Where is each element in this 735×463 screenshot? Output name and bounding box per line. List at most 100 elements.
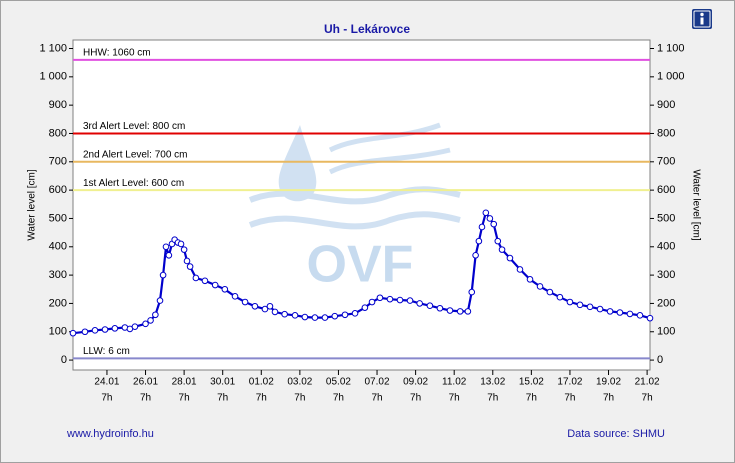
data-point xyxy=(266,302,274,310)
data-point xyxy=(301,313,309,321)
data-point xyxy=(231,293,239,300)
x-tick-hour: 7h xyxy=(140,393,151,404)
y2-tick-label: 800 xyxy=(657,127,675,139)
y2-tick-label: 500 xyxy=(657,212,675,224)
x-tick-label: 19.02 xyxy=(596,377,621,388)
footer-link[interactable]: www.hydroinfo.hu xyxy=(66,428,154,440)
x-tick-label: 17.02 xyxy=(557,377,582,388)
y-tick-label: 500 xyxy=(49,212,67,224)
data-point xyxy=(486,215,494,222)
x-tick-label: 28.01 xyxy=(172,377,197,388)
x-tick-label: 21.02 xyxy=(635,377,660,388)
y2-tick-label: 400 xyxy=(657,241,675,253)
y2-tick-label: 1 100 xyxy=(657,42,685,54)
data-point xyxy=(646,314,654,322)
data-point xyxy=(180,246,188,253)
y-tick-label: 1 000 xyxy=(39,71,67,83)
x-tick-label: 15.02 xyxy=(519,377,544,388)
x-tick-hour: 7h xyxy=(256,393,267,404)
data-point xyxy=(536,283,544,290)
data-point xyxy=(464,308,472,315)
data-point xyxy=(331,312,339,320)
data-point xyxy=(406,297,414,304)
data-point xyxy=(566,298,574,306)
data-point xyxy=(192,274,200,282)
y2-tick-label: 100 xyxy=(657,326,675,338)
x-tick-hour: 7h xyxy=(101,393,112,404)
x-tick-label: 30.01 xyxy=(210,377,235,388)
x-tick-hour: 7h xyxy=(179,393,190,404)
y-tick-label: 800 xyxy=(49,127,67,139)
data-point xyxy=(468,288,476,296)
plot-area xyxy=(72,39,651,371)
x-tick-label: 07.02 xyxy=(365,377,390,388)
y2-tick-label: 700 xyxy=(657,156,675,168)
footer-source: Data source: SHMU xyxy=(567,428,665,440)
y-tick-label: 900 xyxy=(49,99,67,111)
info-icon[interactable] xyxy=(692,9,712,29)
data-point xyxy=(147,317,154,324)
data-point xyxy=(271,308,279,316)
x-tick-hour: 7h xyxy=(642,393,653,404)
data-point xyxy=(291,312,299,319)
data-point xyxy=(131,323,139,330)
data-point xyxy=(351,310,359,317)
x-tick-label: 09.02 xyxy=(403,377,428,388)
data-point xyxy=(111,325,119,332)
data-point xyxy=(142,320,149,328)
data-point xyxy=(636,312,644,319)
x-tick-label: 03.02 xyxy=(287,377,312,388)
x-tick-hour: 7h xyxy=(410,393,421,404)
data-point xyxy=(606,308,614,315)
data-point xyxy=(456,308,464,315)
data-point xyxy=(361,304,369,311)
data-point xyxy=(186,263,194,270)
data-point xyxy=(478,223,486,231)
data-point xyxy=(626,310,634,318)
y-tick-label: 1 100 xyxy=(39,42,67,54)
data-point xyxy=(556,293,564,301)
data-point xyxy=(482,209,490,217)
x-tick-hour: 7h xyxy=(371,393,382,404)
y2-tick-label: 600 xyxy=(657,184,675,196)
data-point xyxy=(156,297,164,304)
data-point xyxy=(69,329,77,337)
reference-label: 3rd Alert Level: 800 cm xyxy=(83,121,185,132)
x-tick-hour: 7h xyxy=(217,393,228,404)
x-tick-hour: 7h xyxy=(294,393,305,404)
data-point xyxy=(386,295,394,303)
data-point xyxy=(490,220,498,228)
data-point xyxy=(91,327,99,334)
x-tick-hour: 7h xyxy=(487,393,498,404)
x-tick-label: 13.02 xyxy=(480,377,505,388)
data-point xyxy=(152,311,159,319)
x-tick-label: 26.01 xyxy=(133,377,158,388)
data-point xyxy=(368,298,376,306)
data-point xyxy=(376,294,384,302)
x-tick-hour: 7h xyxy=(526,393,537,404)
x-tick-label: 24.01 xyxy=(94,377,119,388)
y2-axis-label: Water level [cm] xyxy=(690,169,701,241)
data-point xyxy=(261,305,269,313)
y2-tick-label: 1 000 xyxy=(657,71,685,83)
data-point xyxy=(221,285,229,293)
data-point xyxy=(183,257,191,265)
data-point xyxy=(311,314,319,321)
data-point xyxy=(586,303,594,311)
data-point xyxy=(281,310,288,318)
data-point xyxy=(475,237,483,245)
data-point xyxy=(211,281,219,289)
y-tick-label: 100 xyxy=(49,326,67,338)
y-tick-label: 0 xyxy=(61,354,67,366)
reference-label: 1st Alert Level: 600 cm xyxy=(83,178,184,189)
data-point xyxy=(436,304,444,312)
y2-tick-label: 900 xyxy=(657,99,675,111)
data-point xyxy=(546,288,554,296)
data-point xyxy=(162,243,170,251)
data-point xyxy=(177,240,185,248)
y-axis-label: Water level [cm] xyxy=(27,169,38,241)
data-point xyxy=(341,311,349,319)
x-tick-label: 01.02 xyxy=(249,377,274,388)
reference-label: 2nd Alert Level: 700 cm xyxy=(83,149,188,160)
x-tick-hour: 7h xyxy=(333,393,344,404)
